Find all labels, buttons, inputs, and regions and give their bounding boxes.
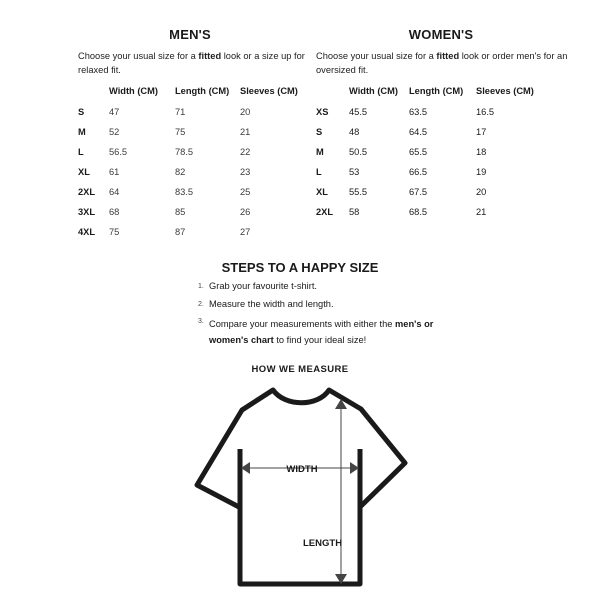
svg-text:WIDTH: WIDTH [286,464,317,475]
svg-text:LENGTH: LENGTH [303,538,342,549]
